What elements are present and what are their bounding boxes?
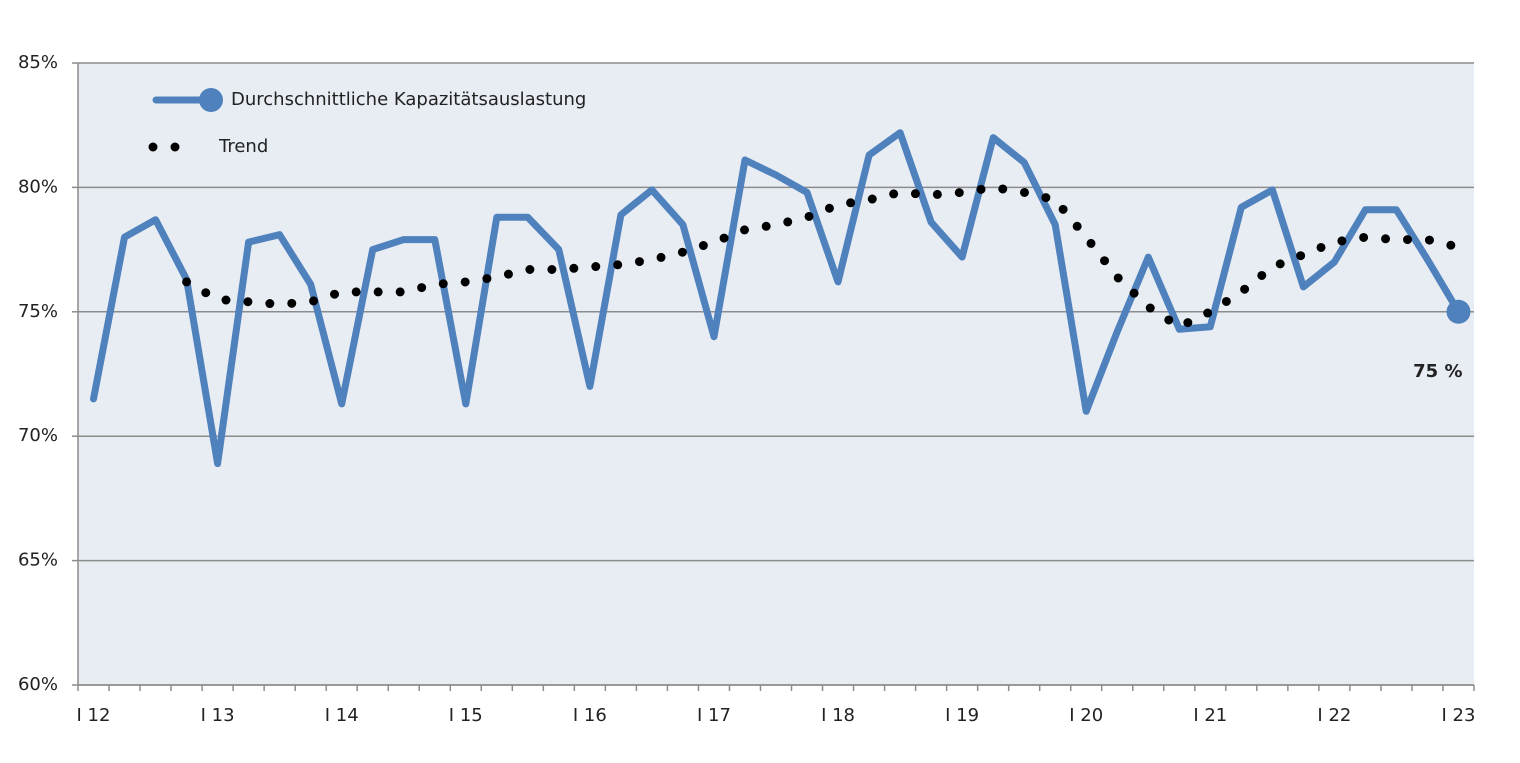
y-tick-label: 75% — [18, 301, 58, 322]
legend-label: Trend — [218, 136, 268, 157]
legend-swatch — [199, 88, 223, 112]
x-tick-label: I 12 — [77, 705, 111, 726]
x-tick-label: I 19 — [945, 705, 979, 726]
series-line — [90, 129, 1462, 468]
x-tick-label: I 14 — [325, 705, 359, 726]
x-tick-label: I 16 — [573, 705, 607, 726]
y-tick-label: 60% — [18, 674, 58, 695]
end-marker — [1446, 299, 1471, 324]
x-tick-label: I 13 — [201, 705, 235, 726]
legend-label: Durchschnittliche Kapazitätsauslastung — [231, 89, 586, 110]
y-tick-label: 70% — [18, 425, 58, 446]
x-tick-label: I 18 — [821, 705, 855, 726]
x-tick-label: I 20 — [1069, 705, 1103, 726]
y-tick-label: 65% — [18, 550, 58, 571]
x-tick-label: I 22 — [1317, 705, 1351, 726]
y-tick-label: 80% — [18, 176, 58, 197]
y-tick-label: 85% — [18, 52, 58, 73]
x-tick-label: I 15 — [449, 705, 483, 726]
annotation: 75 % — [1413, 361, 1462, 382]
x-tick-label: I 23 — [1442, 705, 1476, 726]
trend-line — [182, 182, 1463, 332]
x-tick-label: I 17 — [697, 705, 731, 726]
plot-area — [78, 63, 1474, 685]
x-tick-label: I 21 — [1193, 705, 1227, 726]
